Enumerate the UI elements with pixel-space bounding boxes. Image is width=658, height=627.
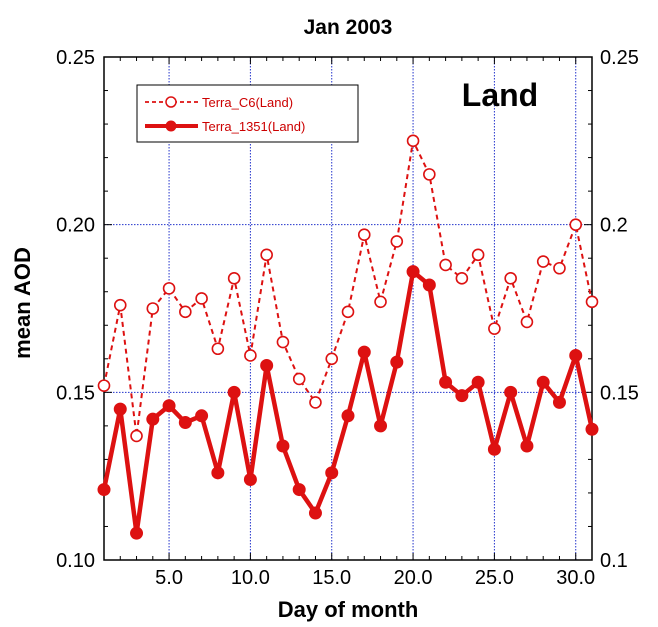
data-point-terra-1351	[390, 355, 404, 369]
data-point-terra-c6	[374, 295, 387, 309]
data-point-terra-c6	[569, 218, 583, 231]
data-point-terra-c6	[536, 255, 550, 268]
data-point-terra-1351	[552, 395, 566, 409]
data-point-terra-1351	[585, 422, 599, 436]
data-point-terra-1351	[260, 359, 274, 373]
data-point-terra-1351	[504, 385, 518, 399]
series-layer	[97, 134, 599, 540]
legend-label: Terra_C6(Land)	[202, 95, 293, 110]
data-point-terra-1351	[439, 375, 453, 389]
x-tick-label: 5.0	[155, 567, 183, 589]
data-point-terra-1351	[162, 399, 176, 413]
y-tick-label-left: 0.15	[56, 382, 95, 404]
data-point-terra-c6	[423, 168, 436, 181]
data-point-terra-1351	[374, 419, 388, 433]
data-point-terra-1351	[227, 385, 241, 399]
x-tick-label: 30.0	[556, 567, 595, 589]
data-point-terra-c6	[520, 315, 534, 329]
data-point-terra-c6	[406, 134, 420, 148]
data-point-terra-c6	[130, 429, 143, 443]
data-point-terra-c6	[390, 235, 404, 248]
data-point-terra-c6	[325, 352, 339, 366]
data-point-terra-c6	[227, 272, 241, 285]
x-tick-label: 25.0	[475, 567, 514, 589]
data-point-terra-1351	[569, 348, 583, 362]
data-point-terra-1351	[178, 416, 192, 430]
data-point-terra-1351	[308, 506, 322, 520]
chart-title: Jan 2003	[304, 16, 393, 39]
data-point-terra-1351	[471, 375, 485, 389]
data-point-terra-c6	[146, 302, 160, 315]
data-point-terra-1351	[243, 473, 257, 487]
data-point-terra-1351	[211, 466, 225, 480]
data-point-terra-c6	[488, 322, 501, 335]
data-point-terra-1351	[455, 389, 469, 403]
data-point-terra-1351	[325, 466, 339, 480]
land-annotation: Land	[462, 77, 538, 113]
data-point-terra-1351	[341, 409, 355, 423]
data-point-terra-c6	[292, 372, 306, 386]
data-point-terra-1351	[406, 265, 420, 279]
legend-marker-open	[165, 96, 177, 108]
data-point-terra-1351	[97, 483, 111, 497]
data-point-terra-c6	[162, 282, 176, 295]
data-point-terra-c6	[471, 248, 485, 262]
legend-label: Terra_1351(Land)	[202, 119, 305, 134]
data-point-terra-1351	[195, 409, 209, 423]
data-point-terra-1351	[130, 526, 144, 540]
data-point-terra-c6	[553, 261, 566, 275]
y-tick-label-left: 0.10	[56, 550, 95, 572]
y-tick-label-right: 0.1	[600, 550, 628, 572]
data-point-terra-c6	[439, 258, 452, 272]
data-point-terra-1351	[520, 439, 534, 453]
data-point-terra-c6	[195, 292, 208, 305]
data-point-terra-1351	[357, 345, 371, 359]
data-point-terra-c6	[357, 228, 371, 242]
data-point-terra-c6	[97, 379, 111, 392]
x-tick-label: 15.0	[312, 567, 351, 589]
y-tick-label-right: 0.2	[600, 215, 628, 237]
x-tick-label: 10.0	[231, 567, 270, 589]
data-point-terra-c6	[276, 335, 290, 349]
data-point-terra-1351	[276, 439, 290, 453]
y-axis-label: mean AOD	[10, 247, 35, 359]
legend-marker-filled	[165, 120, 177, 132]
y-tick-label-left: 0.20	[56, 215, 95, 237]
data-point-terra-c6	[179, 305, 192, 319]
x-axis-label: Day of month	[278, 597, 419, 622]
data-point-terra-1351	[422, 278, 436, 292]
ticks: 5.0 10.0 15.0 20.0 25.0 30.0 0.10 0.15 0.20 0.25 0…	[56, 47, 639, 589]
y-tick-label-right: 0.25	[600, 47, 639, 69]
y-tick-label-right: 0.15	[600, 382, 639, 404]
data-point-terra-1351	[146, 412, 160, 426]
data-point-terra-c6	[211, 342, 225, 356]
data-point-terra-c6	[585, 295, 599, 309]
grid	[104, 57, 592, 560]
data-point-terra-1351	[292, 483, 306, 497]
data-point-terra-c6	[260, 248, 273, 262]
data-point-terra-1351	[487, 442, 501, 456]
data-point-terra-c6	[341, 305, 355, 319]
data-point-terra-1351	[536, 375, 550, 389]
y-tick-label-left: 0.25	[56, 47, 95, 69]
data-point-terra-c6	[113, 298, 127, 312]
data-point-terra-c6	[244, 349, 257, 362]
data-point-terra-1351	[113, 402, 127, 416]
x-tick-label: 20.0	[394, 567, 433, 589]
legend: Terra_C6(Land) Terra_1351(Land)	[136, 84, 359, 143]
data-point-terra-c6	[504, 272, 517, 285]
data-point-terra-c6	[455, 272, 469, 285]
data-point-terra-c6	[309, 396, 322, 409]
legend-box	[136, 84, 359, 143]
